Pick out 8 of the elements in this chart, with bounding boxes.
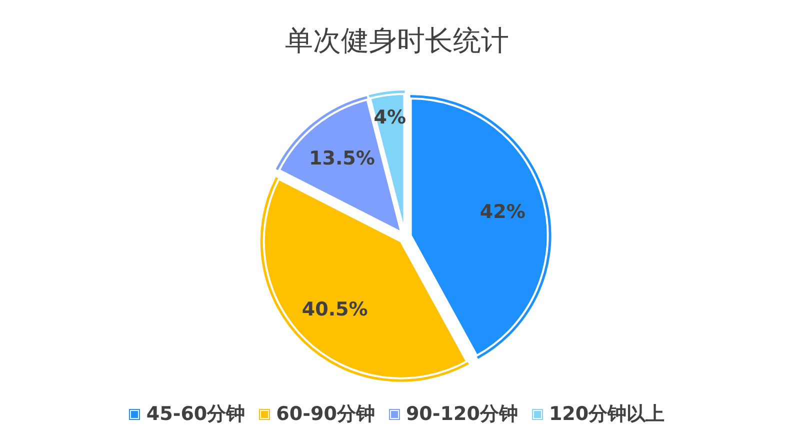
- legend-label: 60-90分钟: [276, 402, 375, 427]
- legend-label: 45-60分钟: [146, 402, 246, 427]
- data-label: 13.5%: [309, 147, 375, 170]
- legend-label: 120分钟以上: [548, 402, 665, 427]
- chart-title: 单次健身时长统计: [284, 23, 510, 59]
- data-label: 40.5%: [302, 298, 368, 320]
- data-label: 42%: [480, 200, 526, 223]
- legend-label: 90-120分钟: [406, 402, 518, 427]
